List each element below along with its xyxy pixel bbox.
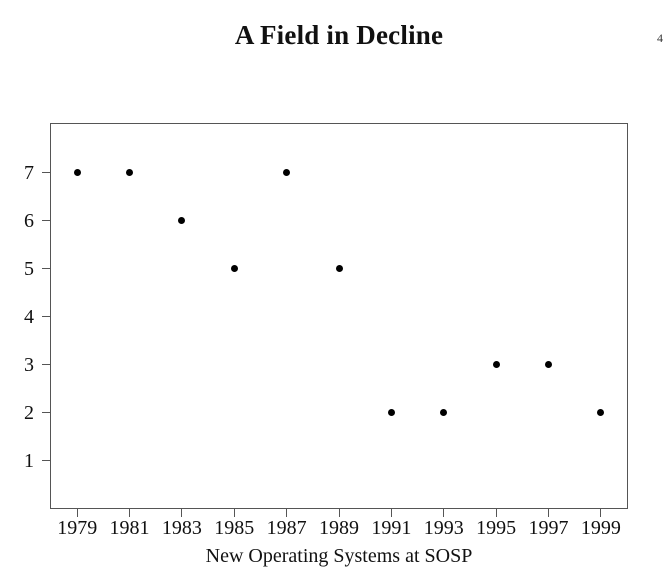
y-tick-label: 7 [24, 162, 34, 184]
x-tick-label: 1979 [57, 517, 98, 539]
data-point [126, 168, 134, 176]
x-tick-label: 1983 [161, 517, 202, 539]
plot-area: 1979 1981 1983 1985 1987 1989 1991 1993 1995 1997… [24, 123, 628, 538]
y-tick-label: 1 [24, 450, 34, 472]
page-number: 4 [657, 31, 663, 45]
y-tick-label: 2 [24, 402, 34, 424]
x-tick-mark [547, 509, 549, 517]
y-tick-mark [42, 411, 50, 413]
x-tick-mark [338, 509, 340, 517]
x-tick-label: 1989 [319, 517, 359, 539]
x-tick-mark [443, 509, 445, 517]
x-tick-mark [286, 509, 288, 517]
x-tick-label: 1993 [423, 517, 464, 539]
data-point [335, 264, 343, 272]
x-tick-mark [129, 509, 131, 517]
x-tick-label: 1995 [476, 517, 517, 539]
y-tick-mark [42, 267, 50, 269]
data-point [230, 264, 238, 272]
x-tick-mark [390, 509, 392, 517]
y-tick-label: 3 [24, 354, 34, 376]
data-point [283, 168, 291, 176]
data-point [544, 360, 552, 368]
data-point [597, 408, 605, 416]
x-tick-label: 1997 [528, 517, 569, 539]
x-tick-label: 1985 [214, 517, 255, 539]
x-tick-mark [495, 509, 497, 517]
x-tick-mark [233, 509, 235, 517]
x-tick-label: 1999 [580, 517, 621, 539]
y-tick-mark [42, 363, 50, 365]
y-tick-label: 5 [24, 258, 34, 280]
x-tick-mark [76, 509, 78, 517]
y-tick-label: 4 [24, 306, 34, 328]
data-point [387, 408, 395, 416]
x-tick-mark [181, 509, 183, 517]
y-tick-mark [42, 171, 50, 173]
chart-title: A Field in Decline [234, 20, 444, 50]
x-tick-label: 1987 [266, 517, 307, 539]
y-tick-mark [42, 459, 50, 461]
data-point [73, 168, 81, 176]
data-point [178, 216, 186, 224]
y-tick-mark [42, 219, 50, 221]
y-tick-mark [42, 315, 50, 317]
x-axis-label: New Operating Systems at SOSP [205, 545, 473, 567]
x-tick-label: 1981 [109, 517, 150, 539]
x-tick-label: 1991 [371, 517, 412, 539]
data-point [440, 408, 448, 416]
x-tick-mark [600, 509, 602, 517]
y-tick-label: 6 [24, 210, 34, 232]
data-point [492, 360, 500, 368]
